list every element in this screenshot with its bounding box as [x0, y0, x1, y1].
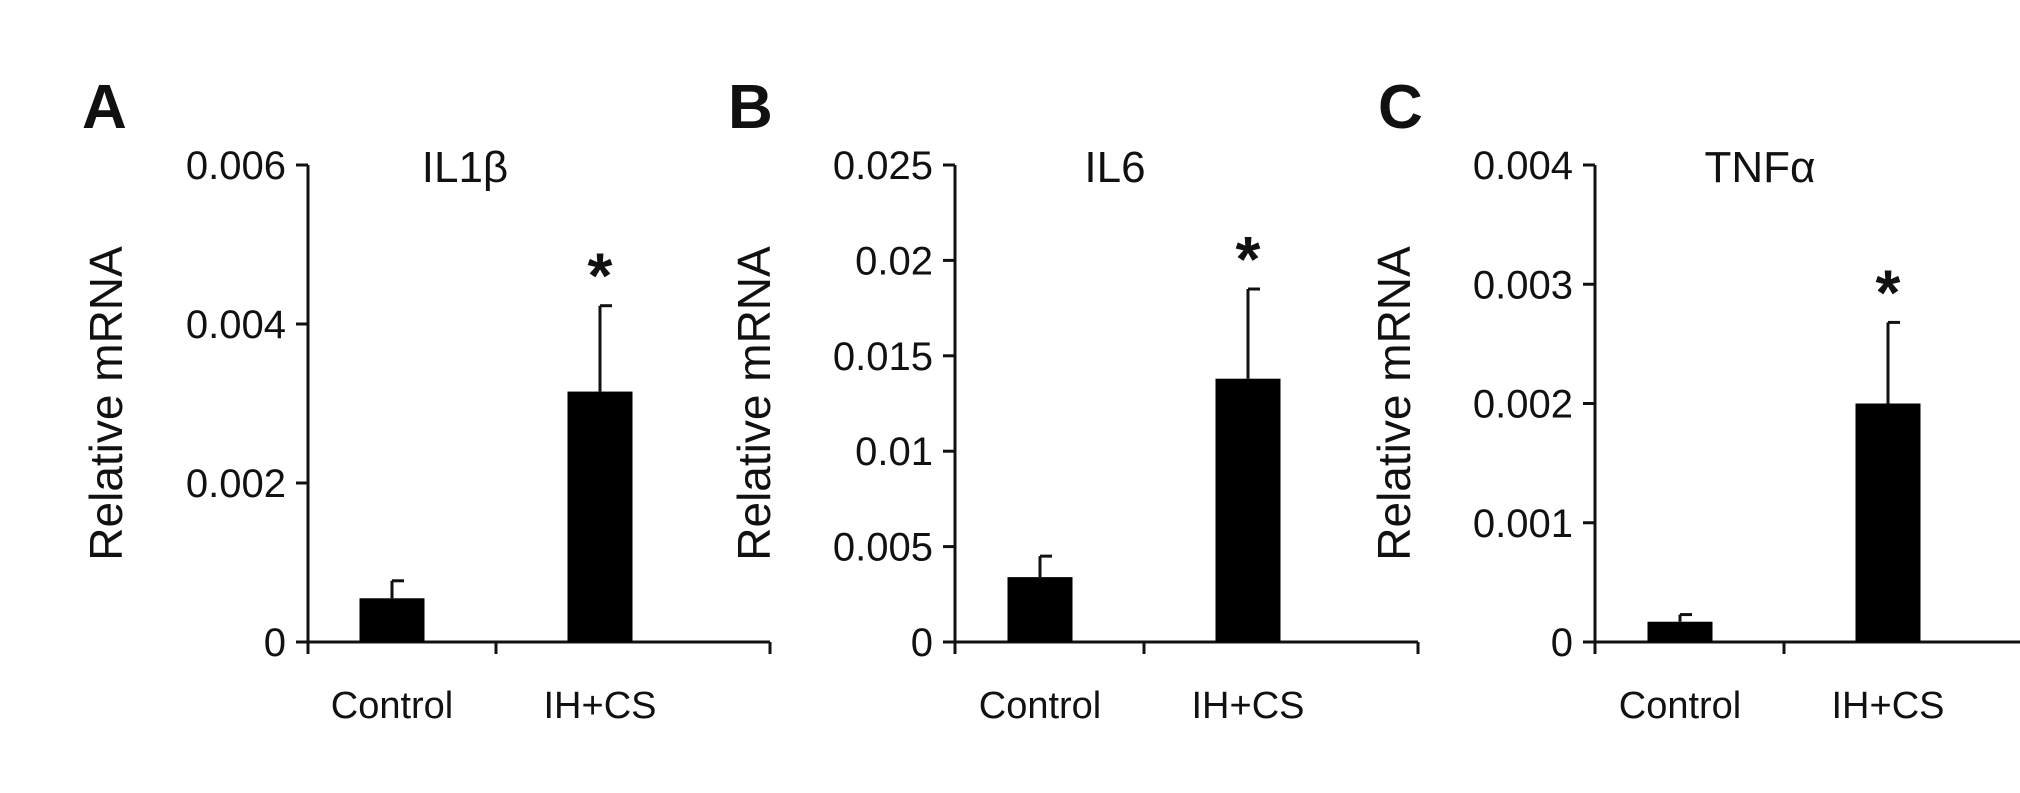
y-tick-label: 0.004	[186, 303, 286, 347]
panel-b: B IL6 Relative mRNA 00.0050.010.0150.020…	[728, 73, 1420, 727]
y-tick-label: 0.002	[186, 462, 286, 506]
panel-c: C TNFα Relative mRNA 0 0.001 0.002 0.003 0.0…	[1368, 73, 2020, 727]
y-tick-label: 0.02	[855, 239, 933, 283]
y-tick-label: 0.005	[833, 526, 933, 570]
y-tick-label: 0.002	[1473, 383, 1573, 427]
significance-marker: *	[588, 240, 613, 312]
significance-marker: *	[1236, 223, 1261, 295]
y-axis-label: Relative mRNA	[728, 246, 780, 561]
bar	[1215, 378, 1281, 642]
x-category-label: Control	[1619, 685, 1742, 727]
y-ticks: 0 0.002 0.004 0.006	[186, 144, 772, 665]
bar	[1007, 577, 1073, 642]
y-tick-label: 0	[264, 621, 286, 665]
x-category-label: Control	[331, 685, 454, 727]
y-ticks: 0 0.001 0.002 0.003 0.004	[1473, 144, 1786, 665]
bars: Control * IH+CS	[331, 240, 657, 727]
y-ticks: 0 0.005 0.01 0.015 0.02 0.025	[833, 144, 1420, 665]
significance-marker: *	[1876, 256, 1901, 328]
bars: Control * IH+CS	[979, 223, 1305, 727]
panel-label: C	[1378, 73, 1423, 142]
x-category-label: IH+CS	[1832, 685, 1945, 727]
y-axis-label: Relative mRNA	[80, 246, 132, 561]
panel-label: A	[82, 73, 127, 142]
y-tick-label: 0.01	[855, 430, 933, 474]
bars: Control * IH+CS	[1619, 256, 1945, 727]
y-tick-label: 0.003	[1473, 263, 1573, 307]
panel-title: TNFα	[1705, 143, 1816, 192]
y-tick-label: 0.001	[1473, 502, 1573, 546]
y-tick-label: 0	[911, 621, 933, 665]
x-category-label: IH+CS	[544, 685, 657, 727]
panel-label: B	[728, 73, 773, 142]
y-tick-label: 0.004	[1473, 144, 1573, 188]
bar	[359, 598, 425, 642]
panel-a: A IL1β Relative mRNA 0 0.002 0.004 0.006 Co…	[80, 73, 772, 727]
y-tick-label: 0.015	[833, 335, 933, 379]
panel-title: IL1β	[422, 143, 508, 192]
bar	[1647, 621, 1713, 642]
bar	[567, 391, 633, 642]
y-tick-label: 0.006	[186, 144, 286, 188]
bar	[1855, 403, 1921, 642]
x-category-label: Control	[979, 685, 1102, 727]
panel-title: IL6	[1084, 143, 1145, 192]
x-category-label: IH+CS	[1192, 685, 1305, 727]
y-axis-label: Relative mRNA	[1368, 246, 1420, 561]
y-tick-label: 0	[1551, 621, 1573, 665]
y-tick-label: 0.025	[833, 144, 933, 188]
